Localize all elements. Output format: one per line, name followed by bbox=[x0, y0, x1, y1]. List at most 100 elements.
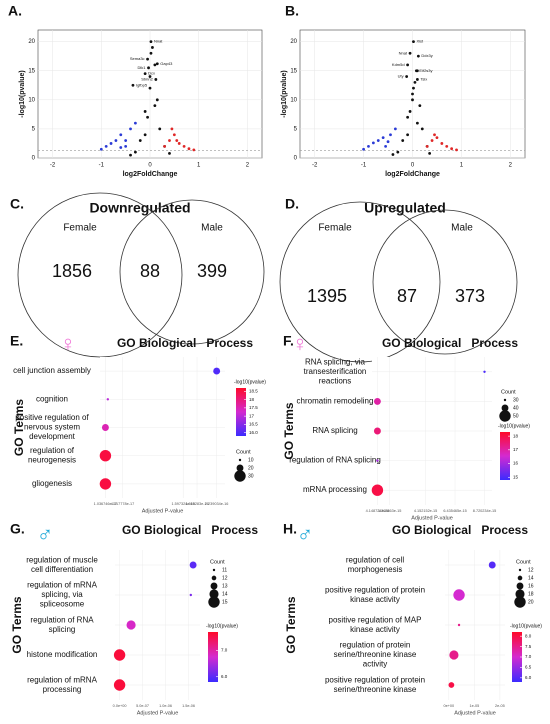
y-axis-title: -log10(pvalue) bbox=[281, 70, 288, 117]
set-label: Female bbox=[318, 223, 352, 234]
point bbox=[133, 121, 137, 125]
set-label: Male bbox=[201, 223, 223, 234]
size-legend-label: 30 bbox=[513, 397, 519, 403]
point bbox=[148, 75, 152, 78]
y-axis-title: GO Terms bbox=[12, 399, 26, 456]
x-axis-title: Adjusted P-value bbox=[411, 515, 453, 521]
x-tick-label: 0e+00 bbox=[443, 704, 454, 708]
size-legend-dot bbox=[209, 589, 219, 599]
gene-label: Dlk1 bbox=[138, 65, 147, 70]
dot bbox=[101, 424, 109, 431]
point bbox=[163, 144, 167, 148]
point bbox=[170, 127, 174, 131]
size-legend-dot bbox=[236, 464, 244, 472]
size-legend-label: 12 bbox=[528, 567, 534, 573]
point bbox=[416, 54, 420, 58]
venn-count: 88 bbox=[140, 261, 160, 281]
size-legend-dot bbox=[501, 404, 509, 412]
plot-title: GO Biological Process bbox=[382, 336, 518, 350]
point bbox=[143, 110, 147, 113]
category-label: regulation of cell morphogenesis bbox=[346, 555, 404, 574]
point bbox=[143, 72, 147, 76]
colorbar-label: 18 bbox=[249, 397, 255, 402]
size-legend-label: 13 bbox=[222, 583, 228, 589]
y-tick-label: 5 bbox=[294, 126, 298, 132]
point bbox=[384, 144, 387, 148]
size-legend-label: 15 bbox=[222, 599, 228, 605]
x-tick-label: 2e-05 bbox=[495, 704, 505, 708]
x-tick-label: 0 bbox=[411, 163, 415, 169]
size-legend-title: Count bbox=[516, 559, 531, 565]
point bbox=[149, 51, 153, 55]
point bbox=[401, 139, 405, 142]
point bbox=[386, 140, 390, 144]
colorbar-label: 16.0 bbox=[249, 430, 258, 435]
point bbox=[153, 63, 157, 67]
x-tick-label: 0 bbox=[148, 163, 152, 169]
sex-symbol: ♀ bbox=[292, 331, 309, 356]
colorbar-title: -log10(pvalue) bbox=[206, 623, 238, 629]
category-label: regulation of muscle cell differentiation bbox=[26, 555, 98, 574]
point bbox=[406, 133, 410, 137]
x-axis-title: Adjusted P-value bbox=[142, 508, 184, 514]
point bbox=[408, 51, 412, 55]
point bbox=[133, 150, 137, 154]
category-label: chromatin remodeling bbox=[297, 397, 374, 406]
size-legend-title: Count bbox=[210, 559, 225, 565]
dot bbox=[483, 370, 486, 373]
point bbox=[418, 104, 422, 108]
colorbar-label: 18 bbox=[513, 433, 519, 438]
point bbox=[124, 139, 128, 142]
dot bbox=[376, 459, 379, 462]
x-tick-label: -2 bbox=[312, 163, 318, 169]
x-axis-title: log2FoldChange bbox=[123, 171, 178, 178]
size-legend-label: 20 bbox=[528, 599, 534, 605]
panel-label: D. bbox=[285, 196, 299, 212]
category-label: gliogenesis bbox=[32, 479, 72, 488]
category-label: regulation of mRNA processing bbox=[27, 675, 97, 694]
colorbar-title: -log10(pvalue) bbox=[234, 379, 266, 385]
y-tick-label: 0 bbox=[294, 156, 298, 162]
point bbox=[415, 78, 419, 81]
panel-label: C. bbox=[10, 196, 24, 212]
category-label: positive regulation of MAP kinase activit… bbox=[329, 615, 422, 634]
x-tick-label: 1e-05 bbox=[470, 704, 480, 708]
size-legend-title: Count bbox=[236, 449, 251, 455]
point bbox=[391, 153, 395, 156]
point bbox=[146, 115, 149, 119]
panel-label: A. bbox=[8, 3, 22, 19]
point bbox=[405, 75, 409, 78]
x-tick-label: 4.317778e-17 bbox=[111, 502, 134, 506]
dot bbox=[189, 561, 197, 569]
venn-count: 399 bbox=[197, 261, 227, 281]
colorbar-label: 15 bbox=[513, 474, 519, 479]
point bbox=[109, 142, 113, 145]
colorbar-label: 7.5 bbox=[525, 644, 532, 649]
x-tick-label: 4.152152e-15 bbox=[414, 509, 437, 513]
category-label: cell junction assembly bbox=[13, 366, 91, 375]
category-label: regulation of RNA splicing bbox=[30, 615, 94, 634]
point bbox=[371, 141, 375, 145]
colorbar bbox=[512, 632, 522, 682]
gene-label: Tsix bbox=[420, 77, 427, 82]
x-tick-label: 6.435465e-15 bbox=[443, 509, 466, 513]
panel-label: H. bbox=[283, 521, 297, 537]
category-label: regulation of RNA splicing bbox=[289, 456, 381, 465]
plot-title: GO Biological Process bbox=[117, 336, 253, 350]
colorbar-label: 7.0 bbox=[221, 648, 228, 653]
category-label: regulation of neurogenesis bbox=[28, 446, 76, 465]
gene-label: Stmn2 bbox=[141, 77, 153, 82]
point bbox=[131, 83, 135, 87]
venn-count: 373 bbox=[455, 286, 485, 306]
plot-title: GO Biological Process bbox=[122, 523, 258, 537]
size-legend-label: 12 bbox=[222, 575, 228, 581]
venn-count: 1856 bbox=[52, 261, 92, 281]
x-axis-title: Adjusted P-value bbox=[454, 710, 496, 716]
panel-label: F. bbox=[283, 333, 294, 349]
panel-label: G. bbox=[10, 521, 25, 537]
x-tick-label: 5.0e-07 bbox=[136, 704, 149, 708]
size-legend-dot bbox=[517, 575, 523, 581]
point bbox=[445, 144, 449, 148]
dot bbox=[448, 682, 455, 688]
